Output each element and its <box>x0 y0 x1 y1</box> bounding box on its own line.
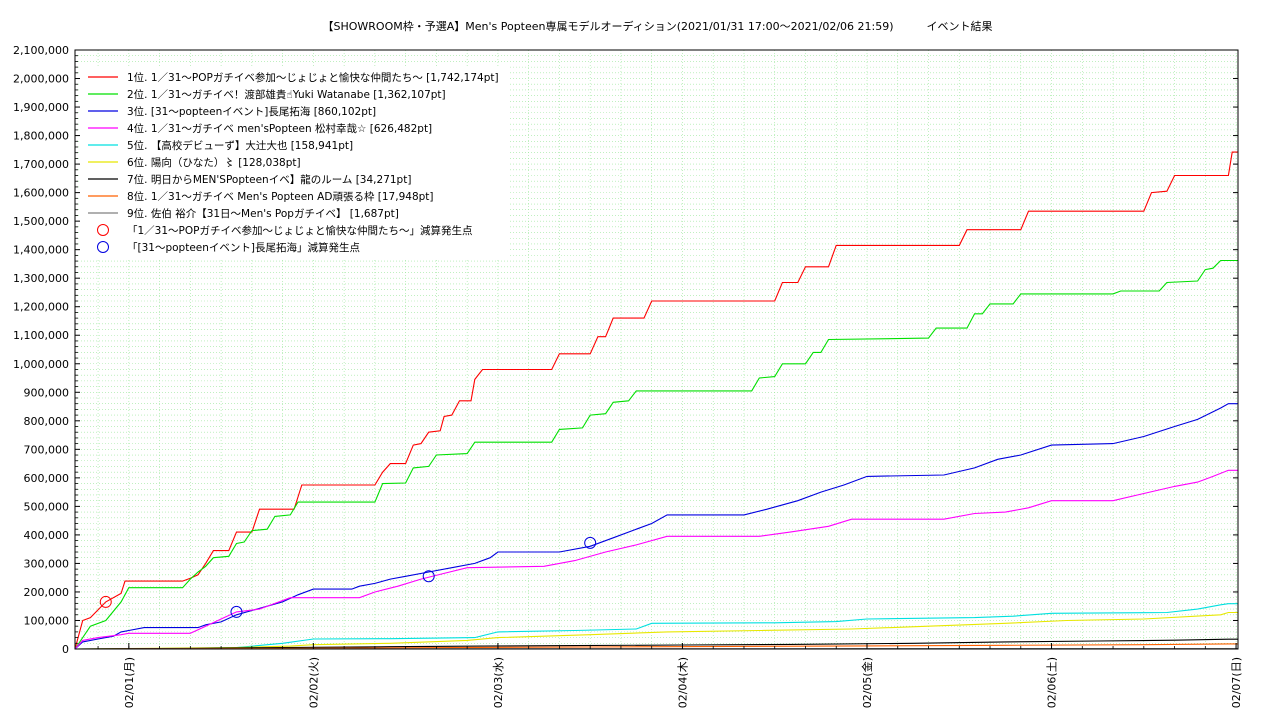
legend-label-8: 8位. 1／31〜ガチイベ Men's Popteen AD頑張る枠 [17,9… <box>127 190 434 203</box>
series-line-2 <box>74 259 1238 650</box>
y-tick-label: 1,000,000 <box>13 358 69 371</box>
series-line-5 <box>74 603 1238 650</box>
marker-point-2 <box>230 605 243 618</box>
y-tick-label: 400,000 <box>24 529 70 542</box>
legend-background <box>80 66 510 260</box>
series-line-3 <box>74 403 1238 650</box>
legend-label-9: 9位. 佐伯 裕介【31日〜Men's Popガチイベ】 [1,687pt] <box>127 207 399 220</box>
legend-marker-swatch-1 <box>97 224 109 236</box>
x-tick-label: 02/03(水) <box>492 657 505 708</box>
legend: 1位. 1／31〜POPガチイベ参加〜じょじょと愉快な仲間たち〜 [1,742,… <box>80 66 510 260</box>
y-tick-label: 1,700,000 <box>13 158 69 171</box>
y-tick-label: 1,600,000 <box>13 187 69 200</box>
legend-marker-swatch-2 <box>97 241 109 253</box>
y-axis: 0 100,000 200,000 300,000 400,000 500,000 600,… <box>13 44 1238 656</box>
y-tick-label: 1,400,000 <box>13 244 69 257</box>
y-tick-label: 800,000 <box>24 415 70 428</box>
legend-label-6: 6位. 陽向（ひなた）〻 [128,038pt] <box>127 156 301 169</box>
y-tick-label: 300,000 <box>24 557 70 570</box>
legend-label-2: 2位. 1／31〜ガチイベ！渡部雄貴☝Yuki Watanabe [1,362,… <box>127 88 446 101</box>
legend-marker-label-2: 「[31〜popteenイベント]長尾拓海」減算発生点 <box>127 241 360 254</box>
legend-label-5: 5位. 【高校デビューず】大辻大也 [158,941pt] <box>127 139 353 152</box>
series-line-1 <box>74 151 1238 650</box>
x-tick-label: 02/05(金) <box>860 657 874 708</box>
y-tick-label: 700,000 <box>24 443 70 456</box>
plot-frame <box>74 49 1239 650</box>
x-tick-label: 02/07(日) <box>1230 657 1243 708</box>
y-tick-label: 1,800,000 <box>13 130 69 143</box>
chart-title: 【SHOWROOM枠・予選A】Men's Popteen専属モデルオーディション… <box>322 20 993 33</box>
marker-point-2 <box>422 570 435 583</box>
y-tick-label: 2,000,000 <box>13 73 69 86</box>
legend-marker-label-1: 「1／31〜POPガチイベ参加〜じょじょと愉快な仲間たち〜」減算発生点 <box>127 224 472 237</box>
series-layer <box>74 151 1238 650</box>
legend-label-7: 7位. 明日からMEN'SPopteenイベ】龍のルーム [34,271pt] <box>127 173 411 186</box>
y-tick-label: 1,900,000 <box>13 101 69 114</box>
x-tick-label: 02/01(月) <box>123 657 136 708</box>
x-axis: 02/01(月) 02/02(火) 02/03(水) 02/04(木) 02/05(金)… <box>97 643 1243 708</box>
y-tick-label: 1,100,000 <box>13 329 69 342</box>
marker-point-1 <box>99 595 112 608</box>
y-tick-label: 1,300,000 <box>13 272 69 285</box>
x-tick-label: 02/04(木) <box>676 657 689 708</box>
y-tick-label: 600,000 <box>24 472 70 485</box>
y-tick-label: 900,000 <box>24 386 70 399</box>
y-tick-label: 1,200,000 <box>13 301 69 314</box>
series-line-6 <box>74 611 1238 650</box>
series-line-4 <box>74 469 1238 650</box>
marker-layer <box>99 536 597 618</box>
y-tick-label: 1,500,000 <box>13 215 69 228</box>
legend-label-4: 4位. 1／31〜ガチイベ men'sPopteen 松村幸哉☆ [626,48… <box>127 122 432 135</box>
x-tick-label: 02/02(火) <box>307 657 320 708</box>
y-tick-label: 2,100,000 <box>13 44 69 57</box>
marker-point-2 <box>584 536 597 549</box>
y-tick-label: 500,000 <box>24 500 70 513</box>
series-line-7 <box>74 638 1238 650</box>
legend-label-3: 3位. [31〜popteenイベント]長尾拓海 [860,102pt] <box>127 105 376 118</box>
x-tick-label: 02/06(土) <box>1046 657 1059 708</box>
legend-label-1: 1位. 1／31〜POPガチイベ参加〜じょじょと愉快な仲間たち〜 [1,742,… <box>127 71 499 84</box>
grid <box>75 50 1238 649</box>
y-tick-label: 0 <box>62 643 69 656</box>
y-tick-label: 200,000 <box>24 586 70 599</box>
y-tick-label: 100,000 <box>24 614 70 627</box>
